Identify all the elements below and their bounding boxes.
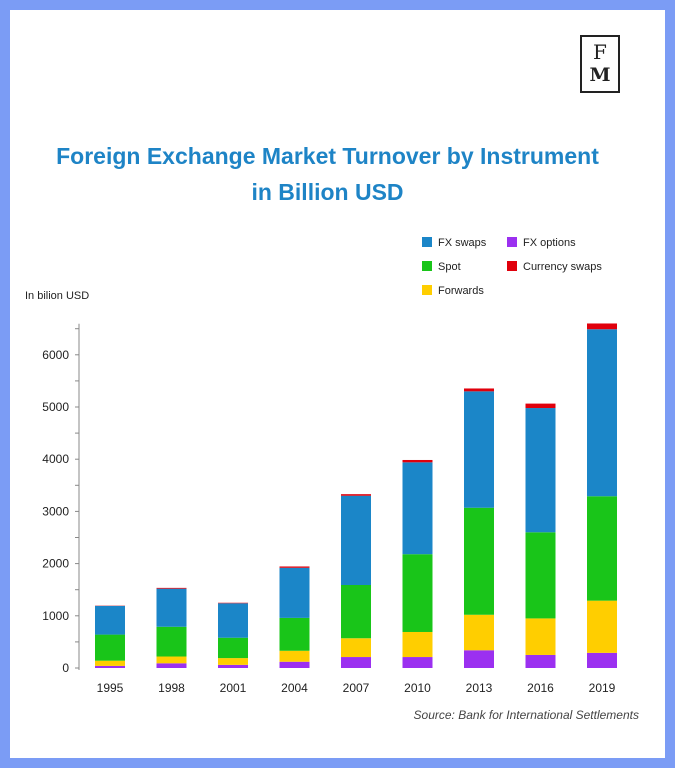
bar-fx-options-2010 bbox=[402, 657, 433, 668]
chart-title: Foreign Exchange Market Turnover by Inst… bbox=[0, 138, 655, 210]
y-tick-label: 5000 bbox=[42, 400, 69, 414]
logo-letter-m: M bbox=[589, 64, 611, 86]
bar-fx-options-2007 bbox=[341, 657, 371, 668]
bar-currency-swaps-2001 bbox=[218, 602, 248, 604]
bar-spot-2013 bbox=[464, 507, 494, 615]
bar-spot-1995 bbox=[95, 634, 125, 661]
bar-forwards-2016 bbox=[525, 618, 556, 655]
y-tick-label: 2000 bbox=[42, 557, 69, 571]
y-tick-label: 4000 bbox=[42, 452, 69, 466]
bar-fx-options-2016 bbox=[525, 654, 556, 668]
bar-spot-2019 bbox=[587, 496, 617, 601]
bar-spot-2007 bbox=[341, 585, 371, 639]
bar-currency-swaps-2004 bbox=[279, 566, 310, 568]
bar-fx-swaps-2013 bbox=[464, 391, 494, 508]
y-tick-label: 3000 bbox=[42, 504, 69, 518]
bar-fx-swaps-2019 bbox=[587, 329, 617, 497]
bar-forwards-1998 bbox=[156, 656, 187, 664]
bar-fx-swaps-1998 bbox=[156, 588, 187, 627]
legend-label-fx-swaps: FX swaps bbox=[438, 237, 487, 249]
bar-spot-2001 bbox=[218, 637, 248, 659]
bar-fx-options-2004 bbox=[279, 661, 310, 668]
legend-spot: Spot bbox=[422, 260, 461, 274]
bar-forwards-1995 bbox=[95, 660, 125, 666]
legend-swatch-currency-swaps bbox=[507, 261, 517, 272]
bar-forwards-2001 bbox=[218, 658, 248, 665]
bar-currency-swaps-2016 bbox=[525, 403, 556, 409]
legend-swatch-forwards bbox=[422, 285, 432, 296]
fm-logo: F M bbox=[580, 35, 620, 93]
bar-fx-swaps-1995 bbox=[95, 605, 125, 635]
legend-label-spot: Spot bbox=[438, 261, 461, 273]
bar-fx-swaps-2001 bbox=[218, 603, 248, 638]
bar-fx-swaps-2007 bbox=[341, 495, 371, 586]
x-tick-label: 2019 bbox=[589, 681, 616, 695]
bar-currency-swaps-2007 bbox=[341, 494, 371, 496]
source-note: Source: Bank for International Settlemen… bbox=[413, 708, 639, 722]
bar-forwards-2013 bbox=[464, 614, 494, 651]
bar-spot-2004 bbox=[279, 617, 310, 651]
bar-fx-options-1995 bbox=[95, 665, 125, 668]
x-tick-label: 2007 bbox=[343, 681, 370, 695]
x-tick-label: 2013 bbox=[466, 681, 493, 695]
x-tick-label: 2001 bbox=[220, 681, 247, 695]
chart-title-line2: in Billion USD bbox=[251, 179, 404, 205]
bar-fx-swaps-2004 bbox=[279, 567, 310, 618]
y-axis-label: In bilion USD bbox=[25, 290, 90, 302]
chart-title-line1: Foreign Exchange Market Turnover by Inst… bbox=[56, 143, 599, 169]
x-tick-label: 2016 bbox=[527, 681, 554, 695]
y-tick-label: 0 bbox=[62, 661, 69, 675]
legend-swatch-fx-swaps bbox=[422, 237, 432, 248]
bar-spot-2010 bbox=[402, 554, 433, 632]
bar-fx-options-2019 bbox=[587, 652, 617, 668]
legend-swatch-fx-options bbox=[507, 237, 517, 248]
bar-spot-1998 bbox=[156, 626, 187, 657]
bar-fx-swaps-2010 bbox=[402, 462, 433, 555]
bar-fx-options-2013 bbox=[464, 650, 494, 668]
bar-spot-2016 bbox=[525, 532, 556, 619]
x-tick-label: 1995 bbox=[97, 681, 124, 695]
x-tick-label: 1998 bbox=[158, 681, 185, 695]
bar-forwards-2007 bbox=[341, 638, 371, 658]
legend-forwards: Forwards bbox=[422, 284, 484, 298]
bar-currency-swaps-2019 bbox=[587, 323, 617, 330]
bar-fx-options-1998 bbox=[156, 663, 187, 668]
bar-forwards-2004 bbox=[279, 650, 310, 662]
legend-label-currency-swaps: Currency swaps bbox=[523, 261, 602, 273]
logo-letter-f: F bbox=[593, 40, 607, 64]
legend-currency-swaps: Currency swaps bbox=[507, 260, 602, 274]
x-tick-label: 2004 bbox=[281, 681, 308, 695]
bar-fx-swaps-2016 bbox=[525, 408, 556, 533]
bar-currency-swaps-2010 bbox=[402, 459, 433, 463]
legend-label-fx-options: FX options bbox=[523, 237, 576, 249]
legend-fx-swaps: FX swaps bbox=[422, 236, 486, 250]
bar-forwards-2019 bbox=[587, 600, 617, 653]
bar-currency-swaps-1998 bbox=[156, 587, 187, 589]
bar-currency-swaps-2013 bbox=[464, 388, 494, 392]
x-tick-label: 2010 bbox=[404, 681, 431, 695]
legend-label-forwards: Forwards bbox=[438, 285, 484, 297]
bar-forwards-2010 bbox=[402, 631, 433, 658]
bar-fx-options-2001 bbox=[218, 664, 248, 668]
legend-swatch-spot bbox=[422, 261, 432, 272]
legend-fx-options: FX options bbox=[507, 236, 576, 250]
y-tick-label: 6000 bbox=[42, 348, 69, 362]
y-tick-label: 1000 bbox=[42, 609, 69, 623]
